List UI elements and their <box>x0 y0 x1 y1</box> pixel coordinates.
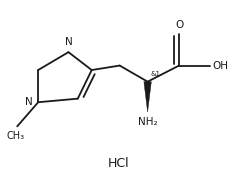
Polygon shape <box>144 82 151 112</box>
Text: N: N <box>64 37 72 47</box>
Text: NH₂: NH₂ <box>138 117 157 127</box>
Text: CH₃: CH₃ <box>7 131 25 141</box>
Text: N: N <box>25 97 33 107</box>
Text: O: O <box>175 20 183 30</box>
Text: HCl: HCl <box>108 156 129 169</box>
Text: &1: &1 <box>150 71 160 77</box>
Text: OH: OH <box>213 61 229 71</box>
